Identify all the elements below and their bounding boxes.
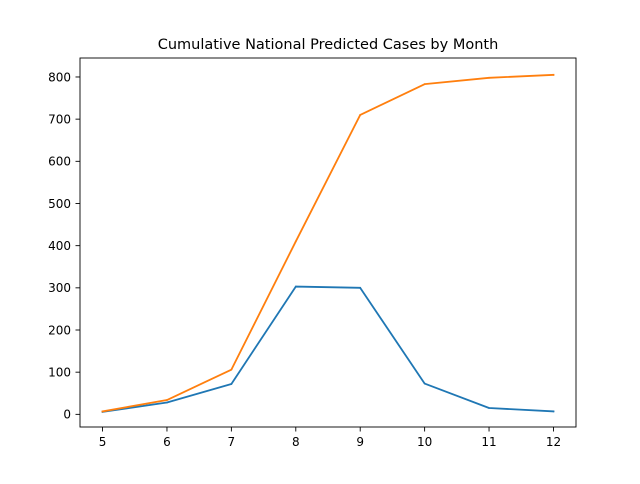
- series-2-point: [488, 76, 490, 79]
- series-1-point: [552, 410, 555, 413]
- y-tick-label: 0: [63, 408, 71, 422]
- y-tick-label: 800: [48, 70, 71, 84]
- y-tick-label: 300: [48, 281, 71, 295]
- series-2-point: [230, 368, 233, 371]
- axes-layer: 5 6 7 8 9 10 11 12 0 100 200 300 400 500 600 700 800: [48, 57, 577, 449]
- series-1-point: [423, 382, 426, 385]
- series-2-point: [359, 114, 362, 116]
- y-tick-label: 700: [48, 112, 71, 126]
- y-tick-label: 600: [48, 155, 71, 169]
- series-2-point: [552, 73, 555, 76]
- y-tick-label: 200: [48, 323, 71, 337]
- y-tick-label: 500: [48, 197, 71, 211]
- series-2-point: [423, 83, 426, 86]
- x-tick-label: 9: [356, 435, 364, 449]
- x-tick-label: 7: [228, 435, 236, 449]
- series-1-point: [294, 285, 297, 288]
- series-layer: [101, 73, 555, 413]
- y-tick-label: 400: [48, 239, 71, 253]
- plot-frame: [79, 57, 577, 428]
- x-tick-label: 11: [481, 435, 496, 449]
- series-1-point: [166, 401, 168, 404]
- series-1-point: [488, 407, 490, 409]
- series-2-point: [294, 240, 297, 243]
- x-tick-label: 8: [292, 435, 300, 449]
- series-2-point: [101, 410, 104, 413]
- x-tick-label: 12: [546, 435, 561, 449]
- series-2-point: [166, 399, 168, 401]
- series-1-point: [359, 286, 362, 289]
- x-tick-label: 6: [163, 435, 171, 449]
- x-tick-label: 10: [417, 435, 432, 449]
- y-tick-label: 100: [48, 365, 71, 379]
- series-1-point: [230, 383, 233, 385]
- series-line-2: [101, 73, 555, 413]
- series-line-1: [101, 285, 555, 413]
- x-tick-label: 5: [99, 435, 107, 449]
- chart-title: Cumulative National Predicted Cases by M…: [158, 37, 499, 53]
